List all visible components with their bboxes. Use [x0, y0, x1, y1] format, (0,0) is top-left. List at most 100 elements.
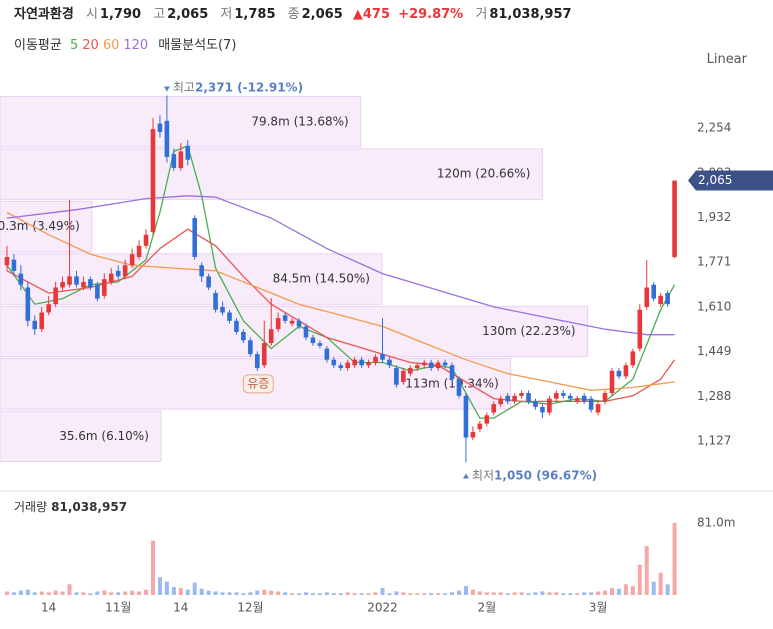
candle-body — [519, 393, 524, 396]
high-text: 최고 — [173, 80, 195, 94]
volume-bar — [81, 592, 86, 595]
candle-body — [463, 395, 469, 438]
volume-bar — [575, 593, 580, 595]
volume-bar — [540, 591, 545, 595]
ma-legend[interactable]: 5 — [69, 38, 79, 53]
volume-bar — [408, 593, 413, 595]
ma-legend[interactable]: 120 — [123, 38, 149, 53]
candle-body — [25, 287, 31, 321]
candle-body — [18, 273, 24, 285]
volume-bar — [672, 522, 677, 595]
candle-body — [408, 368, 413, 374]
candle-body — [637, 309, 643, 349]
candle-body — [428, 362, 434, 369]
profile-band — [0, 148, 543, 200]
candle-body — [178, 151, 184, 169]
volume-bar — [658, 572, 663, 595]
volume-bar — [53, 590, 58, 595]
field-value: 1,790 — [99, 7, 142, 22]
profile-label: 79.8m (13.68%) — [251, 114, 348, 128]
volume-bar — [109, 592, 114, 595]
volume-bar — [582, 592, 587, 595]
ma-legend[interactable]: 20 — [82, 38, 99, 53]
candle-body — [540, 406, 545, 413]
volume-bar — [568, 593, 573, 595]
price-tag — [688, 170, 773, 191]
ma-legend[interactable]: 60 — [102, 38, 120, 53]
volume-tick-label: 81.0m — [697, 515, 735, 529]
candle-body — [88, 279, 93, 288]
y-tick-label: 1,771 — [697, 255, 731, 269]
field-label: 고 — [153, 7, 166, 22]
volume-bar — [248, 592, 253, 595]
scale-toggle[interactable]: Linear — [706, 52, 747, 67]
candle-body — [491, 404, 497, 413]
volume-bar — [39, 591, 44, 595]
ma-label[interactable]: 이동평균 — [14, 38, 62, 53]
candle-body — [108, 273, 114, 282]
x-tick-label: 2022 — [367, 601, 398, 615]
volume-bar — [95, 591, 100, 595]
volume-bar — [74, 592, 79, 595]
candle-body — [282, 315, 288, 321]
candle-body — [595, 404, 601, 413]
candle-body — [526, 393, 531, 402]
candle-body — [289, 320, 295, 324]
candle-body — [39, 312, 45, 330]
candle-body — [164, 120, 170, 157]
field-value: 2,065 — [301, 7, 343, 22]
volume-bar — [213, 591, 218, 595]
volume-bar — [651, 581, 656, 595]
volume-bar — [102, 590, 107, 595]
candle-body — [352, 359, 357, 366]
candle-body — [366, 362, 371, 366]
volume-bar — [157, 577, 162, 595]
volume-bar — [401, 592, 406, 595]
candle-body — [456, 379, 462, 396]
volume-bar — [616, 588, 621, 595]
volume-bar — [547, 592, 552, 595]
volume-bar — [317, 593, 322, 595]
volume-bar — [554, 592, 559, 595]
volume-bar — [422, 593, 427, 595]
volume-bar — [255, 590, 260, 595]
volume-total: 81,038,957 — [51, 500, 127, 514]
candle-body — [581, 395, 587, 402]
volume-bar — [234, 592, 239, 595]
volume-bar — [338, 593, 343, 595]
volume-bar — [623, 584, 628, 595]
x-tick-label: 2월 — [477, 601, 496, 615]
candle-body — [359, 359, 364, 366]
candle-body — [220, 306, 225, 313]
volume-bar — [4, 591, 9, 595]
volume-bar — [533, 592, 538, 595]
profile-label[interactable]: 매물분석도(7) — [158, 38, 237, 53]
high-marker — [163, 86, 170, 92]
candle-body — [171, 154, 177, 169]
candle-body — [227, 312, 232, 321]
volume-bar — [387, 593, 392, 595]
candle-body — [547, 398, 552, 413]
volume-bar — [144, 589, 149, 595]
volume-bar — [373, 592, 378, 595]
profile-band — [0, 305, 589, 358]
candle-body — [665, 293, 670, 305]
volume-bar — [310, 593, 315, 595]
field-value: 1,785 — [234, 7, 276, 22]
volume-bar — [609, 587, 614, 595]
candle-body — [672, 180, 677, 257]
y-tick-label: 2,254 — [697, 121, 731, 135]
volume-bar — [596, 591, 601, 595]
candle-body — [185, 145, 191, 160]
candle-body — [380, 354, 385, 360]
volume-bar — [345, 592, 350, 595]
field-label: 거 — [475, 7, 488, 22]
candle-body — [199, 265, 204, 277]
volume-bar — [366, 593, 371, 595]
volume-bar — [88, 593, 93, 595]
candle-body — [234, 320, 239, 332]
event-label: 유증 — [247, 376, 269, 390]
candle-body — [53, 287, 58, 305]
candle-body — [95, 284, 100, 299]
